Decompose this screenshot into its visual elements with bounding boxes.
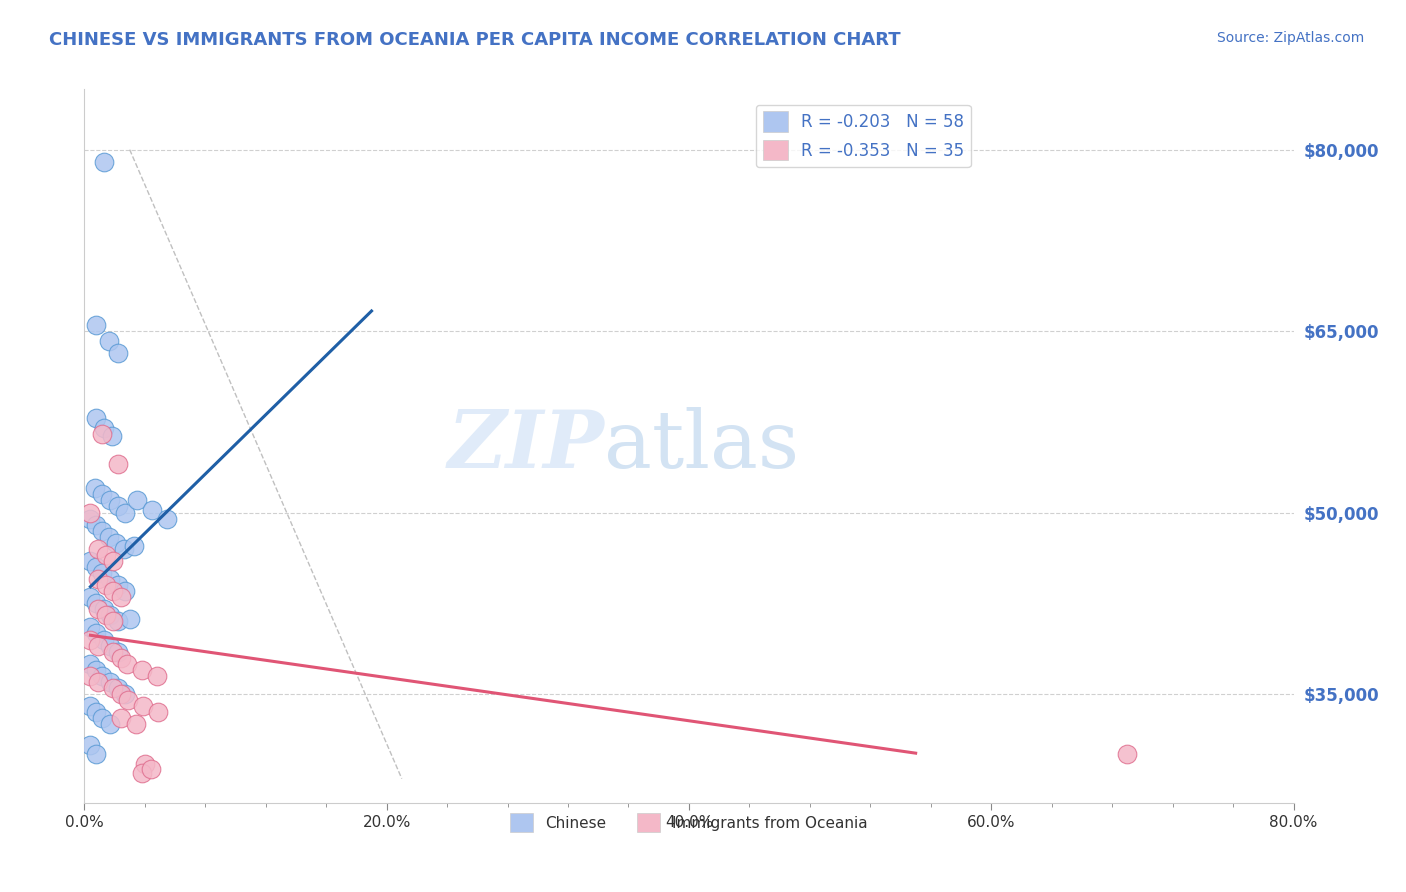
Point <box>87 602 110 616</box>
Point <box>107 578 129 592</box>
Point <box>86 747 108 762</box>
Point <box>79 632 101 647</box>
Point <box>91 487 114 501</box>
Point <box>98 639 121 653</box>
Point <box>86 596 108 610</box>
Point <box>122 540 145 554</box>
Point <box>101 615 124 629</box>
Point <box>86 517 108 532</box>
Point <box>156 511 179 525</box>
Point <box>91 426 114 441</box>
Point <box>86 626 108 640</box>
Point <box>1116 747 1139 762</box>
Point <box>79 590 101 604</box>
Point <box>87 572 110 586</box>
Point <box>139 762 162 776</box>
Text: atlas: atlas <box>605 407 800 485</box>
Point <box>105 535 128 549</box>
Point <box>101 645 124 659</box>
Point <box>107 500 129 514</box>
Point <box>93 421 115 435</box>
Point <box>131 765 153 780</box>
Point <box>79 620 101 634</box>
Point <box>110 650 132 665</box>
Point <box>141 503 163 517</box>
Point <box>94 608 117 623</box>
Point <box>79 699 101 714</box>
Point <box>91 669 114 683</box>
Point <box>112 541 135 556</box>
Point <box>79 738 101 752</box>
Point <box>79 657 101 671</box>
Point <box>118 612 141 626</box>
Point <box>114 584 136 599</box>
Text: ZIP: ZIP <box>447 408 605 484</box>
Point <box>107 457 129 471</box>
Point <box>98 717 121 731</box>
Point <box>127 493 149 508</box>
Point <box>97 530 120 544</box>
Point <box>134 757 156 772</box>
Point <box>93 154 115 169</box>
Legend: Chinese, Immigrants from Oceania: Chinese, Immigrants from Oceania <box>503 807 875 838</box>
Point <box>97 334 120 348</box>
Point <box>131 663 153 677</box>
Point <box>114 506 136 520</box>
Point <box>87 639 110 653</box>
Point <box>91 524 114 538</box>
Point <box>107 681 129 695</box>
Point <box>132 699 155 714</box>
Point <box>110 590 132 604</box>
Point <box>107 645 129 659</box>
Point <box>87 674 110 689</box>
Point <box>115 657 138 671</box>
Point <box>79 511 101 525</box>
Point <box>87 541 110 556</box>
Point <box>101 584 124 599</box>
Point <box>86 705 108 719</box>
Point <box>86 318 108 332</box>
Point <box>94 578 117 592</box>
Point <box>110 711 132 725</box>
Point <box>100 429 122 443</box>
Point <box>148 705 170 719</box>
Point <box>101 681 124 695</box>
Point <box>94 548 117 562</box>
Point <box>93 632 115 647</box>
Point <box>98 572 121 586</box>
Point <box>110 687 132 701</box>
Point <box>98 608 121 623</box>
Point <box>86 411 108 425</box>
Point <box>98 674 121 689</box>
Point <box>79 669 101 683</box>
Point <box>84 481 107 495</box>
Point <box>101 554 124 568</box>
Point <box>86 663 108 677</box>
Point <box>79 506 101 520</box>
Text: Source: ZipAtlas.com: Source: ZipAtlas.com <box>1216 31 1364 45</box>
Point <box>98 493 121 508</box>
Point <box>114 687 136 701</box>
Point <box>107 615 129 629</box>
Point <box>146 669 169 683</box>
Point <box>86 560 108 574</box>
Point <box>79 554 101 568</box>
Point <box>91 566 114 580</box>
Text: CHINESE VS IMMIGRANTS FROM OCEANIA PER CAPITA INCOME CORRELATION CHART: CHINESE VS IMMIGRANTS FROM OCEANIA PER C… <box>49 31 901 49</box>
Point <box>117 693 139 707</box>
Point <box>91 711 114 725</box>
Point <box>107 346 129 360</box>
Point <box>125 717 148 731</box>
Point <box>93 602 115 616</box>
